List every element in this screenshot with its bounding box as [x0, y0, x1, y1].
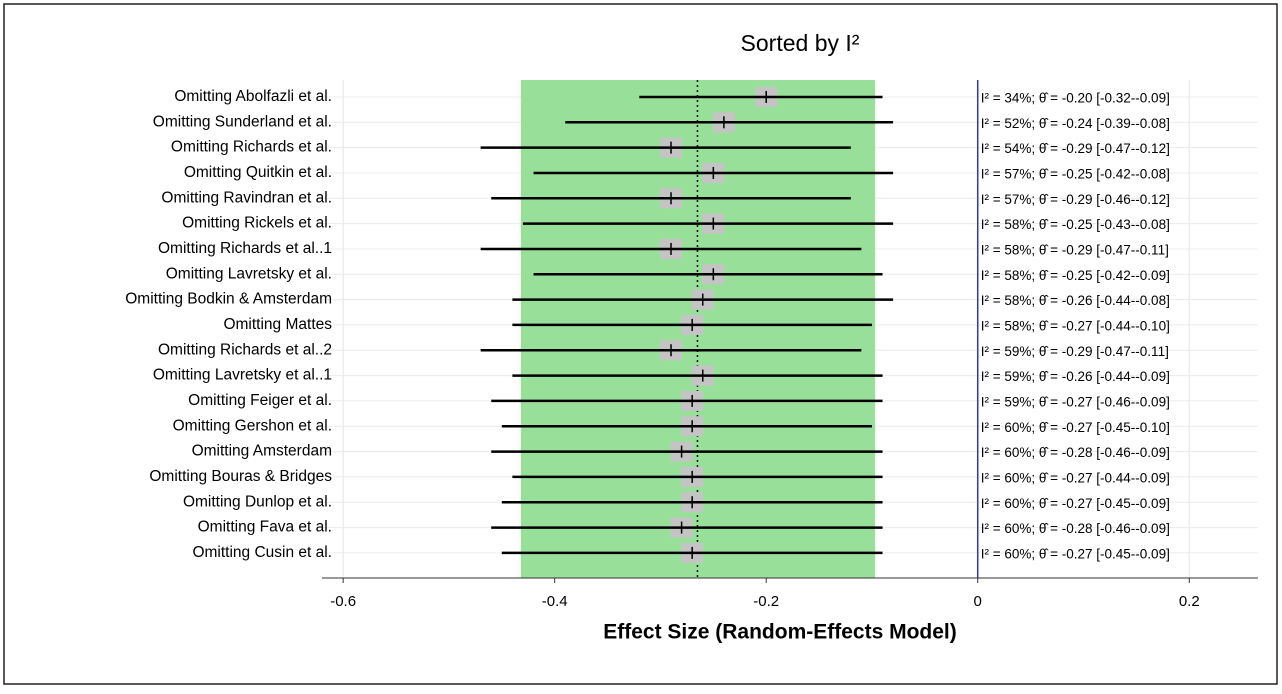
row-label: Omitting Abolfazli et al.	[174, 88, 332, 105]
row-label: Omitting Ravindran et al.	[161, 189, 332, 206]
value-label: I² = 59%; θ̂ = -0.26 [-0.44--0.09]	[981, 369, 1170, 384]
value-label: I² = 60%; θ̂ = -0.27 [-0.44--0.09]	[981, 470, 1170, 485]
row-label: Omitting Gershon et al.	[173, 417, 332, 434]
x-tick-label: -0.4	[542, 593, 568, 610]
value-label: I² = 58%; θ̂ = -0.26 [-0.44--0.08]	[981, 293, 1170, 308]
chart-title: Sorted by I²	[741, 30, 860, 56]
value-label: I² = 58%; θ̂ = -0.27 [-0.44--0.10]	[981, 318, 1170, 333]
row-label: Omitting Bouras & Bridges	[149, 468, 332, 485]
row-label: Omitting Dunlop et al.	[183, 493, 332, 510]
row-label: Omitting Sunderland et al.	[153, 113, 332, 130]
value-label: I² = 57%; θ̂ = -0.25 [-0.42--0.08]	[981, 167, 1170, 182]
row-label: Omitting Richards et al..2	[158, 341, 332, 358]
value-label: I² = 60%; θ̂ = -0.27 [-0.45--0.09]	[981, 546, 1170, 561]
row-label: Omitting Fava et al.	[198, 519, 332, 536]
row-label: Omitting Cusin et al.	[192, 544, 332, 561]
row-label: Omitting Richards et al..1	[158, 240, 332, 257]
x-tick-label: -0.6	[330, 593, 356, 610]
row-label: Omitting Richards et al.	[171, 139, 332, 156]
x-tick-label: 0	[974, 593, 982, 610]
value-label: I² = 60%; θ̂ = -0.28 [-0.46--0.09]	[981, 521, 1170, 536]
value-label: I² = 52%; θ̂ = -0.24 [-0.39--0.08]	[981, 116, 1170, 131]
value-label: I² = 54%; θ̂ = -0.29 [-0.47--0.12]	[981, 141, 1170, 156]
row-label: Omitting Amsterdam	[192, 443, 332, 460]
value-label: I² = 60%; θ̂ = -0.28 [-0.46--0.09]	[981, 445, 1170, 460]
row-label: Omitting Bodkin & Amsterdam	[125, 291, 332, 308]
row-label: Omitting Mattes	[223, 316, 332, 333]
row-label: Omitting Feiger et al.	[188, 392, 332, 409]
value-label: I² = 57%; θ̂ = -0.29 [-0.46--0.12]	[981, 192, 1170, 207]
x-axis-label: Effect Size (Random-Effects Model)	[603, 621, 957, 644]
x-tick-label: 0.2	[1179, 593, 1200, 610]
value-label: I² = 59%; θ̂ = -0.29 [-0.47--0.11]	[981, 344, 1169, 359]
x-tick-label: -0.2	[753, 593, 779, 610]
value-label: I² = 59%; θ̂ = -0.27 [-0.46--0.09]	[981, 394, 1170, 409]
value-label: I² = 60%; θ̂ = -0.27 [-0.45--0.09]	[981, 496, 1170, 511]
value-label: I² = 58%; θ̂ = -0.29 [-0.47--0.11]	[981, 243, 1169, 258]
row-label: Omitting Lavretsky et al.	[166, 265, 332, 282]
row-label: Omitting Lavretsky et al..1	[153, 367, 332, 384]
value-label: I² = 58%; θ̂ = -0.25 [-0.42--0.09]	[981, 268, 1170, 283]
value-label: I² = 34%; θ̂ = -0.20 [-0.32--0.09]	[981, 91, 1170, 106]
value-label: I² = 60%; θ̂ = -0.27 [-0.45--0.10]	[981, 420, 1170, 435]
row-label: Omitting Rickels et al.	[182, 215, 332, 232]
row-label: Omitting Quitkin et al.	[184, 164, 332, 181]
value-label: I² = 58%; θ̂ = -0.25 [-0.43--0.08]	[981, 217, 1170, 232]
